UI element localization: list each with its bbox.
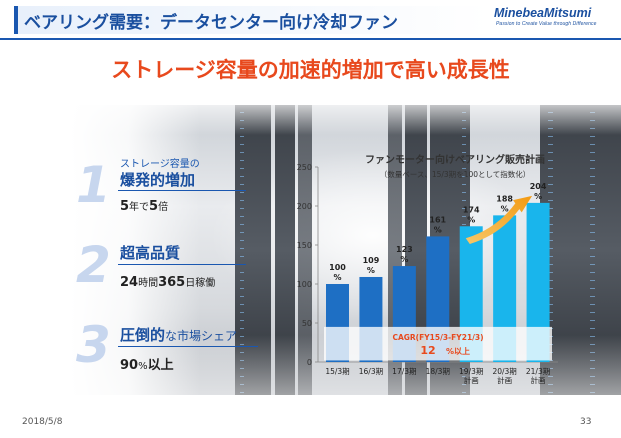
company-logo: MinebeaMitsumi Passion to Create Value t… (494, 6, 612, 34)
x-tick-label: 計画 (464, 375, 479, 385)
x-tick-label: 計画 (497, 375, 512, 385)
x-tick-label: 16/3期 (359, 367, 383, 376)
x-tick-label: 20/3期 (492, 367, 516, 376)
y-tick-label: 100 (297, 280, 312, 289)
logo-wordmark: MinebeaMitsumi (494, 6, 592, 20)
header: ベアリング需要：データセンター向け冷却ファン MinebeaMitsumi Pa… (0, 0, 621, 38)
point-underline (118, 264, 246, 265)
point-number: 2 (76, 236, 111, 294)
page-title: ベアリング需要：データセンター向け冷却ファン (24, 13, 398, 33)
data-label: % (367, 266, 375, 275)
x-tick-label: 17/3期 (392, 367, 416, 376)
footer-date: 2018/5/8 (22, 417, 63, 427)
point-label-small: ストレージ容量の (120, 159, 200, 170)
chart-subtitle: （数量ベース、15/3期を100として指数化） (380, 169, 531, 179)
data-label: % (534, 192, 542, 201)
x-tick-label: 19/3期 (459, 367, 483, 376)
point-description: 5年で5倍 (120, 199, 169, 214)
x-tick-label: 21/3期 (526, 367, 550, 376)
point-description: 24時間365日稼働 (120, 275, 216, 290)
growth-arrow (465, 195, 533, 244)
header-divider (0, 38, 621, 40)
page-number: 33 (580, 417, 592, 427)
x-tick-label: 15/3期 (325, 367, 349, 376)
data-label: 100 (329, 263, 346, 272)
cagr-value: 12 (420, 344, 435, 357)
data-label: 174 (463, 205, 480, 214)
data-label: 161 (429, 215, 446, 224)
data-label: 123 (396, 245, 413, 254)
cagr-label: CAGR(FY15/3-FY21/3) (392, 333, 483, 342)
point-label-big: 圧倒的な市場シェア (120, 326, 238, 344)
cagr-box (324, 326, 552, 361)
y-tick-label: 150 (297, 241, 312, 250)
x-tick-label: 計画 (531, 375, 546, 385)
x-tick-label: 18/3期 (426, 367, 450, 376)
point-label-big: 超高品質 (120, 244, 181, 262)
data-label: % (467, 215, 475, 224)
point-1: 1 ストレージ容量の 爆発的増加 5年で5倍 (0, 150, 280, 220)
cagr-unit: %以上 (446, 346, 470, 356)
point-number: 3 (76, 316, 111, 374)
data-label: % (501, 204, 509, 213)
data-label: 204 (530, 182, 547, 191)
point-underline (118, 346, 258, 347)
data-label: % (333, 273, 341, 282)
point-label-big: 爆発的増加 (120, 171, 196, 189)
title-bar (14, 6, 488, 34)
y-tick-label: 0 (307, 358, 312, 367)
slide-subtitle: ストレージ容量の加速的増加で高い成長性 (111, 58, 510, 82)
bar-7 (526, 202, 550, 362)
y-tick-label: 50 (302, 319, 312, 328)
logo-tagline: Passion to Create Value through Differen… (496, 21, 597, 27)
bar-6 (493, 215, 517, 362)
point-underline (118, 190, 246, 191)
data-label: % (434, 225, 442, 234)
y-tick-label: 250 (297, 163, 312, 172)
data-label: 109 (363, 256, 380, 265)
point-description: 90%以上 (120, 358, 174, 373)
point-3: 3 圧倒的な市場シェア 90%以上 (0, 312, 280, 382)
y-tick-label: 200 (297, 202, 312, 211)
data-label: 188 (496, 194, 513, 203)
point-2: 2 超高品質 24時間365日稼働 (0, 230, 280, 300)
point-number: 1 (76, 156, 111, 214)
chart-title: ファンモーター向けベアリング販売計画 (365, 153, 545, 166)
data-label: % (400, 255, 408, 264)
